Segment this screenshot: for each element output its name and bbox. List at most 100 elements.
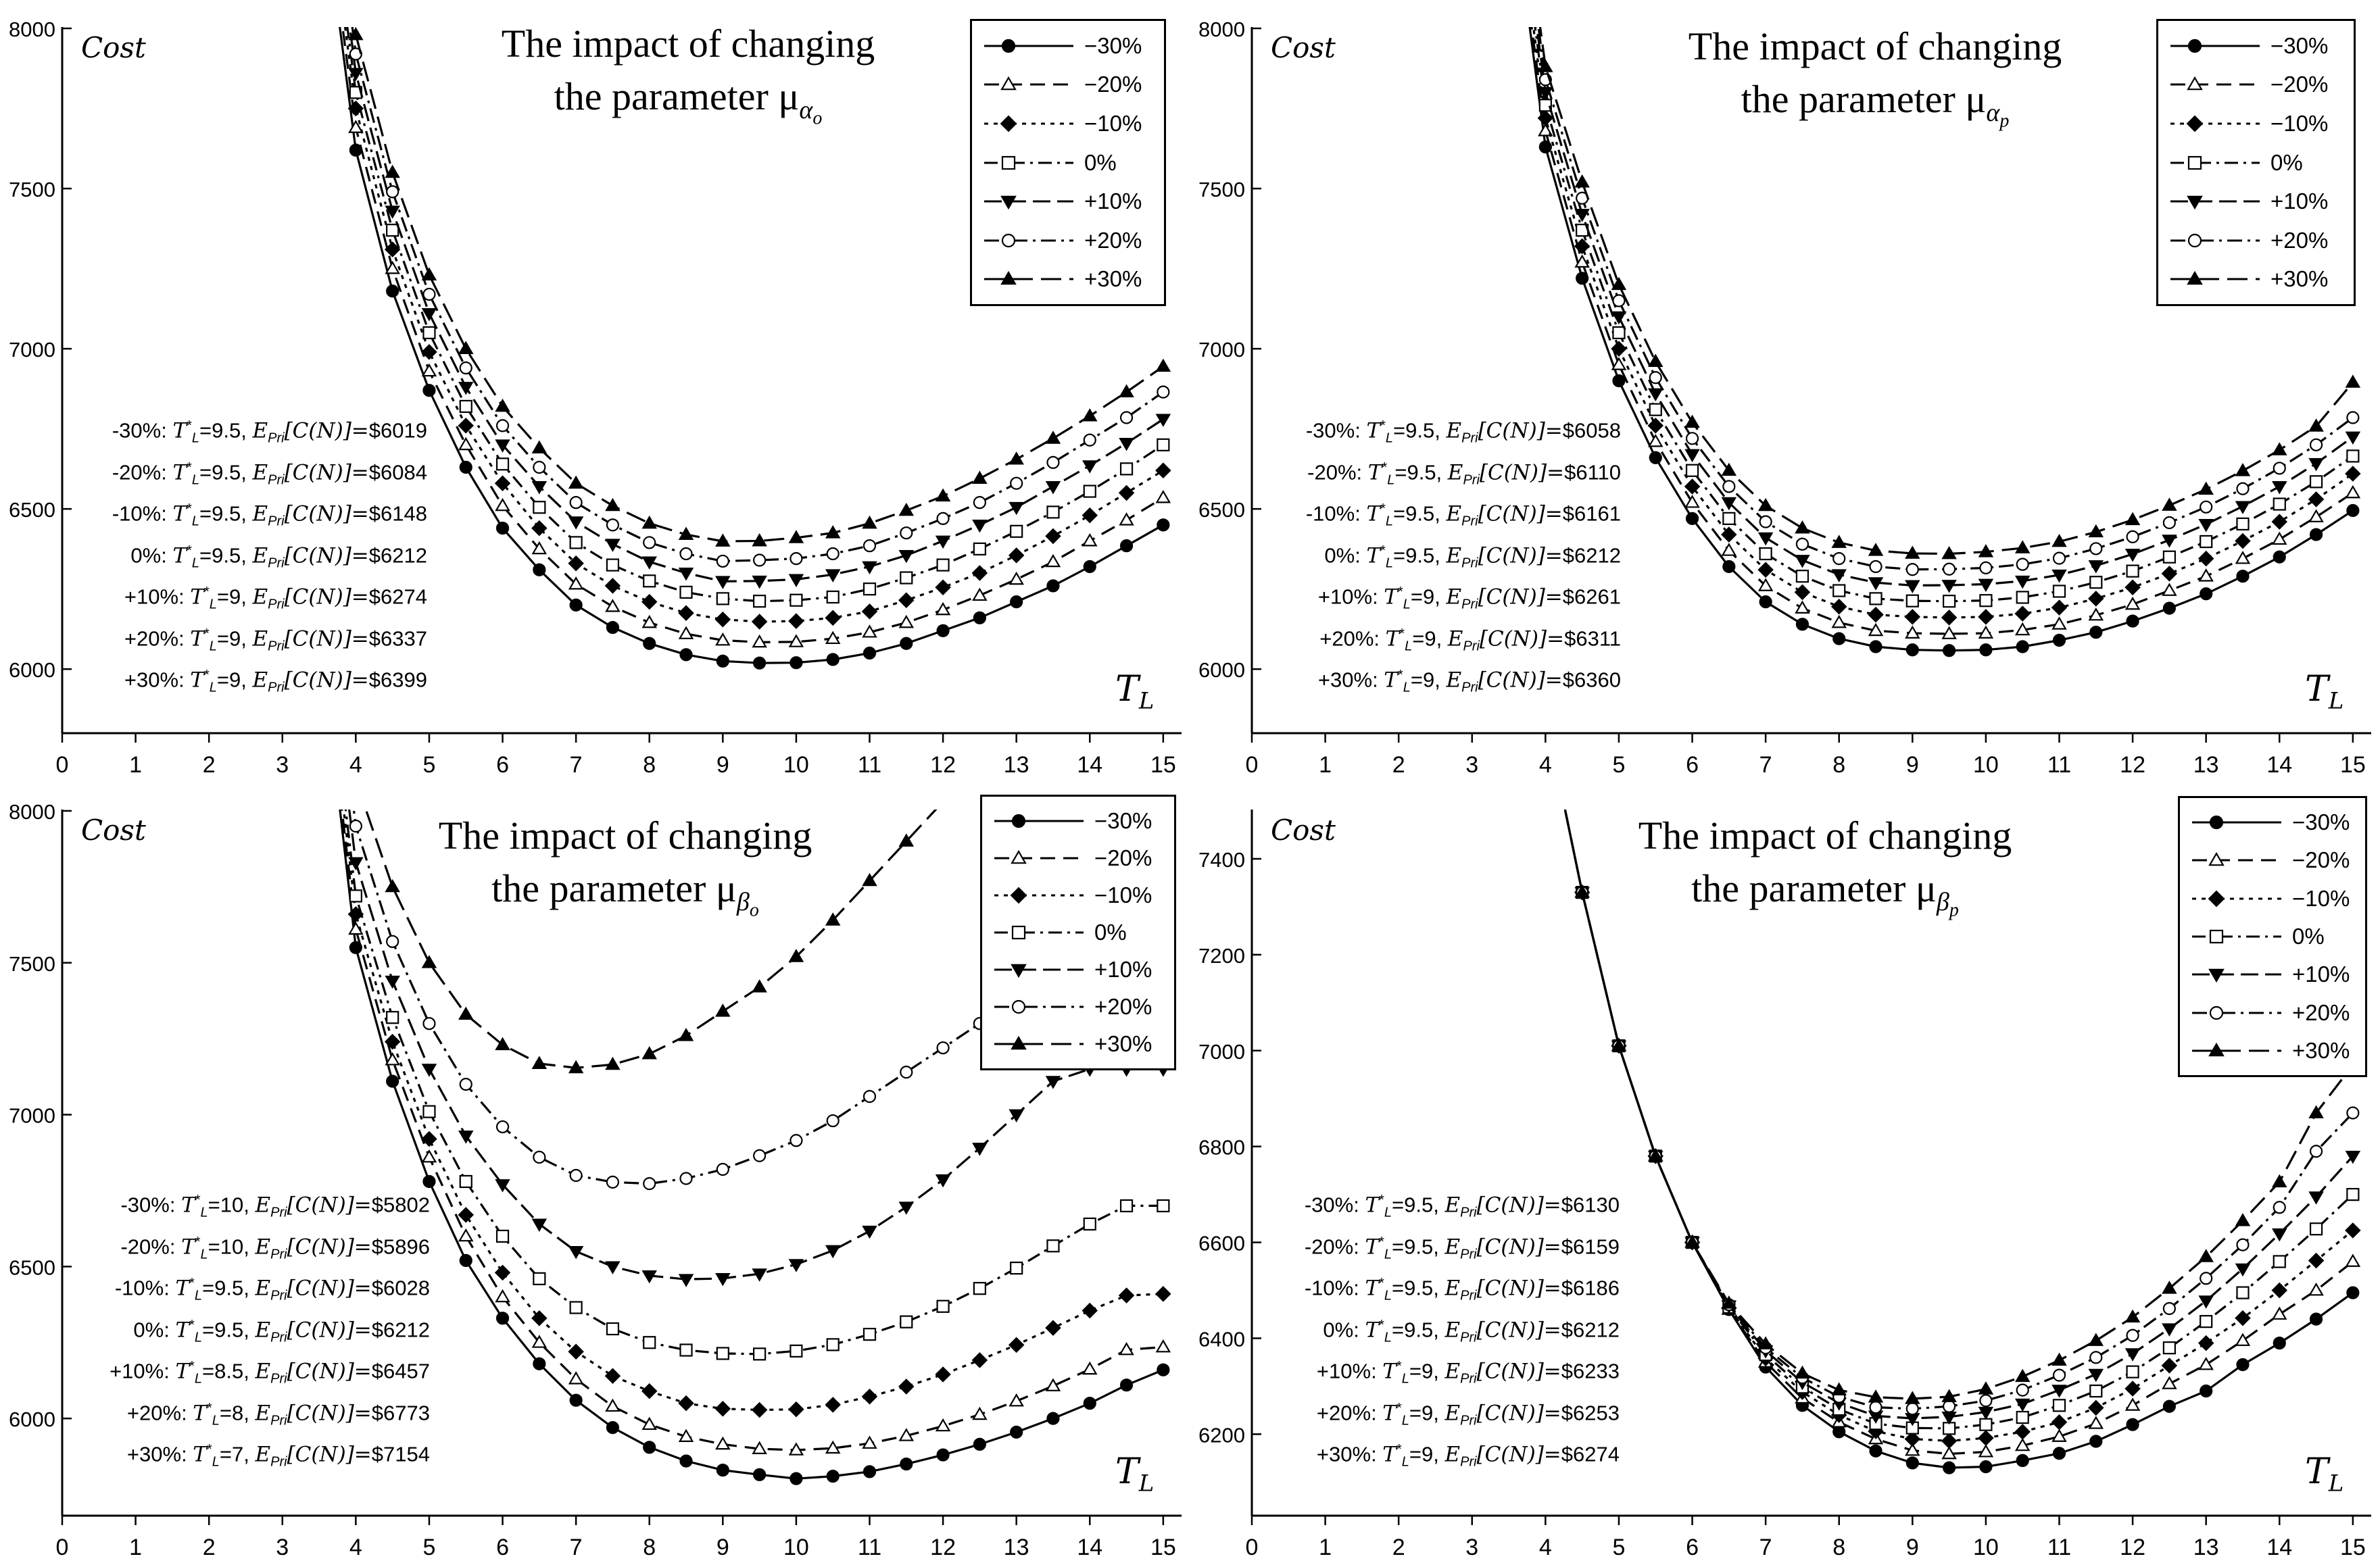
data-point (1868, 577, 1884, 591)
x-tick-label: 8 (1832, 1535, 1845, 1560)
data-point (1943, 595, 1956, 608)
data-point (606, 620, 620, 635)
data-point (1155, 1286, 1171, 1302)
y-tick-label: 7000 (1198, 338, 1245, 362)
data-point (1832, 632, 1846, 645)
x-tick-label: 0 (1246, 1535, 1259, 1560)
data-point (752, 1441, 767, 1454)
data-point (898, 1428, 915, 1441)
data-point (643, 1441, 656, 1454)
data-point (1649, 403, 1662, 416)
data-point (643, 637, 656, 650)
data-point (679, 648, 693, 662)
optimum-annotation: -30%: T*L=10, EPri[C(N)]=$5802 (120, 1193, 430, 1220)
data-point (825, 1245, 841, 1259)
data-point (752, 532, 767, 547)
data-point (569, 496, 583, 510)
y-tick-label: 6500 (9, 1256, 55, 1279)
legend-marker (1001, 39, 1016, 53)
data-point (1685, 432, 1699, 445)
data-point (1647, 1148, 1663, 1162)
data-point (788, 613, 804, 629)
data-point (825, 525, 841, 539)
optimum-annotation: -10%: T*L=9.5, EPri[C(N)]=$6028 (114, 1276, 430, 1303)
data-point (1757, 562, 1774, 578)
data-point (1722, 480, 1736, 493)
data-point (1685, 512, 1699, 525)
legend-marker (1010, 887, 1027, 904)
data-point (2236, 1238, 2250, 1251)
data-point (826, 1469, 840, 1483)
data-point (348, 120, 364, 133)
x-tick-label: 10 (783, 1535, 809, 1560)
data-point (971, 1352, 988, 1368)
data-point (788, 1259, 804, 1272)
data-point (2200, 1315, 2213, 1328)
data-point (1721, 526, 1737, 543)
x-tick-label: 12 (2120, 1535, 2145, 1560)
y-tick-label: 7000 (1198, 1040, 1245, 1064)
x-tick-label: 13 (1004, 752, 1029, 778)
data-point (533, 563, 546, 576)
data-point (641, 1270, 657, 1284)
data-point (2051, 599, 2068, 616)
data-point (604, 1368, 621, 1384)
data-point (1155, 358, 1171, 372)
optimum-annotation: -10%: T*L=9.5, EPri[C(N)]=$6161 (1305, 501, 1621, 529)
data-point (1757, 578, 1774, 591)
legend-marker (2187, 195, 2203, 210)
legend-label: +10% (1094, 957, 1152, 983)
data-point (2236, 1286, 2250, 1299)
data-point (641, 515, 657, 529)
data-point (1157, 1363, 1170, 1376)
legend-item: −30% (2180, 803, 2365, 841)
data-point (2308, 1105, 2324, 1118)
data-point (384, 1033, 401, 1050)
legend-label: −30% (1084, 32, 1142, 58)
data-point (641, 556, 657, 570)
optimum-annotation: +20%: T*L=8, EPri[C(N)]=$6773 (126, 1400, 430, 1429)
optimum-annotation: -30%: T*L=9.5, EPri[C(N)]=$6130 (1304, 1193, 1620, 1220)
data-point (1046, 505, 1060, 519)
data-point (2162, 1281, 2177, 1294)
data-point (715, 1003, 731, 1017)
data-point (605, 1056, 621, 1070)
data-point (1905, 625, 1920, 639)
legend-swatch (984, 271, 1073, 285)
data-point (605, 599, 621, 612)
data-point (936, 1448, 950, 1462)
data-point (2272, 531, 2287, 545)
data-point (494, 475, 511, 491)
x-tick-label: 4 (349, 752, 362, 778)
data-point (495, 398, 510, 412)
data-point (459, 1174, 472, 1189)
legend-swatch (984, 155, 1073, 170)
legend-swatch (2170, 115, 2260, 132)
series-line-3 (1563, 810, 2354, 1442)
legend-item: 0% (2158, 143, 2354, 182)
data-point (569, 1393, 583, 1407)
legend-marker (2187, 76, 2203, 91)
data-point (1684, 495, 1700, 508)
data-point (2162, 582, 2177, 596)
data-point (1119, 1199, 1134, 1213)
data-point (1574, 885, 1590, 898)
data-point (2124, 1397, 2141, 1411)
data-point (861, 603, 878, 620)
data-point (1045, 1378, 1061, 1391)
data-point (1905, 1402, 1919, 1416)
x-tick-label: 8 (1832, 752, 1845, 778)
x-tick-label: 14 (1077, 752, 1102, 778)
data-point (1759, 547, 1772, 561)
data-point (752, 575, 767, 589)
data-point (386, 185, 399, 199)
data-point (494, 1264, 511, 1281)
data-point (788, 1442, 804, 1456)
data-point (2346, 411, 2360, 424)
chart-plot-1: 0 1 2 3 4 5 6 7 8 9 10 11 12 13 14 15600065007000750080… (9, 18, 1182, 778)
data-point (2200, 1384, 2213, 1398)
data-point (1684, 449, 1700, 463)
legend-label: 0% (2292, 923, 2325, 949)
data-point (972, 519, 988, 533)
data-point (753, 553, 767, 567)
